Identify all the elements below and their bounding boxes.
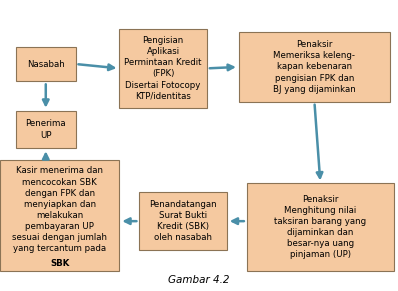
- Text: Penandatangan
Surat Bukti
Kredit (SBK)
oleh nasabah: Penandatangan Surat Bukti Kredit (SBK) o…: [149, 200, 217, 242]
- Text: Nasabah: Nasabah: [27, 60, 64, 68]
- Text: Penerima
UP: Penerima UP: [25, 119, 66, 140]
- Text: Penaksir
Memeriksa keleng-
kapan kebenaran
pengisian FPK dan
BJ yang dijaminkan: Penaksir Memeriksa keleng- kapan kebenar…: [273, 40, 356, 94]
- FancyBboxPatch shape: [239, 32, 390, 102]
- FancyBboxPatch shape: [16, 47, 76, 81]
- FancyBboxPatch shape: [247, 183, 394, 271]
- FancyBboxPatch shape: [119, 29, 207, 108]
- FancyBboxPatch shape: [16, 111, 76, 148]
- Text: Gambar 4.2: Gambar 4.2: [168, 275, 230, 285]
- Text: Pengisian
Aplikasi
Permintaan Kredit
(FPK)
Disertai Fotocopy
KTP/identitas: Pengisian Aplikasi Permintaan Kredit (FP…: [125, 36, 202, 101]
- FancyBboxPatch shape: [139, 192, 227, 250]
- Text: Kasir menerima dan
mencocokan SBK
dengan FPK dan
menyiapkan dan
melakukan
pembay: Kasir menerima dan mencocokan SBK dengan…: [12, 166, 107, 253]
- FancyBboxPatch shape: [0, 160, 119, 271]
- Text: SBK: SBK: [50, 260, 69, 269]
- Text: Penaksir
Menghitung nilai
taksiran barang yang
dijaminkan dan
besar-nya uang
pin: Penaksir Menghitung nilai taksiran baran…: [274, 195, 367, 259]
